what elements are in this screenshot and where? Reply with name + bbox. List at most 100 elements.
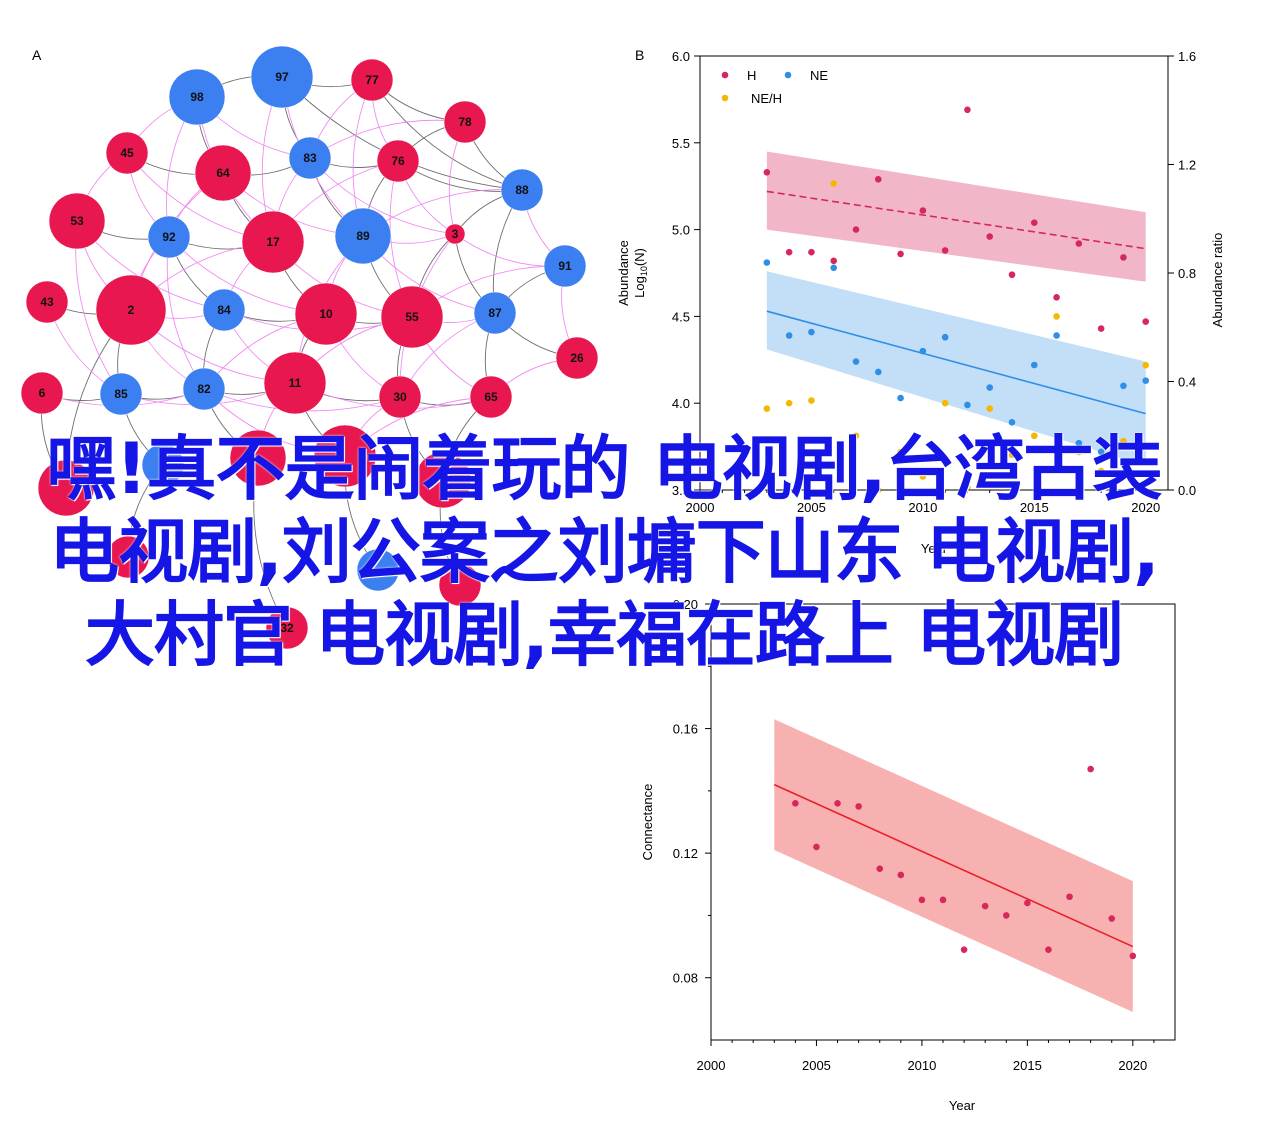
network-node: 10 <box>294 282 358 346</box>
abundance-points <box>763 106 1150 494</box>
x-tick-label: 2000 <box>697 1058 726 1073</box>
data-point-ne-h <box>964 483 971 491</box>
network-node: 98 <box>168 68 226 126</box>
abundance-confidence-bands <box>766 151 1146 466</box>
network-node: 3 <box>444 223 466 245</box>
network-node-label: 91 <box>558 259 572 273</box>
network-edge <box>371 79 523 191</box>
x-tick-label: 2015 <box>1013 1058 1042 1073</box>
legend-label: NE/H <box>751 91 782 106</box>
network-node-circle <box>543 244 587 288</box>
network-node: 32 <box>265 606 309 650</box>
y-tick-label: 0.16 <box>673 722 698 737</box>
data-point-ne-h <box>1097 467 1105 475</box>
trend-line-h <box>766 190 1146 250</box>
data-point-h <box>785 248 793 256</box>
network-node: 89 <box>334 207 392 265</box>
network-node: 92 <box>147 215 191 259</box>
connectance-point <box>1108 915 1116 922</box>
connectance-chart: 2000 2005 2010 2015 2020 0.08 0.12 0.16 0.20 Con… <box>640 597 1176 1113</box>
network-node-circle <box>229 429 287 487</box>
x-tick-label: 2005 <box>797 500 826 515</box>
y2-tick-label: 0.0 <box>1178 483 1196 498</box>
legend-label: NE <box>810 68 828 83</box>
x-tick-label: 2020 <box>1118 1058 1147 1073</box>
network-node: 85 <box>99 372 143 416</box>
y2-tick-label: 0.4 <box>1178 375 1196 390</box>
network-node-label: 53 <box>70 214 84 228</box>
network-node: 6 <box>20 371 64 415</box>
data-point-h <box>763 169 771 176</box>
network-panel: A 97 98 77 78 45 64 83 76 88 53 92 17 89 3 91 43 2 84 10 55… <box>20 45 599 650</box>
network-node-circle <box>294 282 358 346</box>
legend-marker <box>784 71 792 79</box>
data-point-h <box>1075 240 1083 247</box>
data-point-h <box>1097 325 1105 332</box>
y-tick-label: 0.12 <box>673 846 698 861</box>
y-tick-label: 5.0 <box>672 223 690 238</box>
network-node: 45 <box>105 131 149 175</box>
y-tick-label: 0.08 <box>673 971 698 986</box>
y2-tick-label: 1.2 <box>1178 158 1196 173</box>
network-node-circle <box>147 215 191 259</box>
network-node <box>313 424 377 488</box>
y2-tick-label: 1.6 <box>1178 49 1196 64</box>
network-node-circle <box>95 274 167 346</box>
data-point-ne-h <box>852 432 860 440</box>
data-point-ne <box>941 333 949 341</box>
legend-marker <box>721 71 729 79</box>
data-point-ne-h <box>1075 448 1083 456</box>
network-node <box>438 563 482 607</box>
network-node-label: 26 <box>570 351 584 365</box>
data-point-h <box>1030 219 1038 226</box>
data-point-ne <box>785 332 793 339</box>
data-point-h <box>874 175 882 183</box>
network-node-circle <box>500 168 544 212</box>
network-node-label: 84 <box>217 303 231 317</box>
connectance-point <box>792 800 799 807</box>
abundance-axis-ticks: 2000 2005 2010 2015 2020 3.5 4.0 4.5 5.0 5.5 6.0 0.… <box>672 49 1196 515</box>
network-node: 88 <box>500 168 544 212</box>
legend-marker <box>721 94 729 102</box>
network-node: 43 <box>25 280 69 324</box>
data-point-ne <box>1030 361 1038 369</box>
network-node-label: 43 <box>40 295 54 309</box>
network-node: 78 <box>443 100 487 144</box>
network-node: 84 <box>202 288 246 332</box>
network-edge <box>166 236 205 390</box>
connectance-point <box>1002 912 1010 919</box>
data-point-h <box>808 248 815 256</box>
data-point-ne-h <box>1120 437 1127 445</box>
network-node-circle <box>380 285 444 349</box>
abundance-ylabel-n: (N) <box>632 248 647 266</box>
panel-label-b: B <box>635 47 644 63</box>
x-tick-label: 2015 <box>1020 500 1049 515</box>
network-node-label: 78 <box>458 115 472 129</box>
network-node <box>356 548 400 592</box>
data-point-h <box>941 247 949 254</box>
network-node: 30 <box>378 375 422 419</box>
network-node-label: 97 <box>275 70 289 84</box>
network-nodes: 97 98 77 78 45 64 83 76 88 53 92 17 89 3 91 43 2 84 10 55 87… <box>20 45 599 650</box>
network-node <box>106 535 150 579</box>
network-node-circle <box>469 375 513 419</box>
abundance-y2label: Abundance ratio <box>1210 233 1225 328</box>
data-point-h <box>1008 271 1016 279</box>
network-node: 87 <box>473 291 517 335</box>
connectance-point <box>960 946 968 953</box>
network-node-circle <box>141 443 185 487</box>
data-point-ne-h <box>1030 432 1038 440</box>
network-node-circle <box>168 68 226 126</box>
data-point-h <box>852 226 860 233</box>
data-point-ne <box>852 358 860 365</box>
connectance-point <box>1087 765 1094 773</box>
network-node-label: 98 <box>190 90 204 104</box>
data-point-ne-h <box>897 448 904 456</box>
network-node-label: 45 <box>120 146 134 160</box>
connectance-point <box>981 902 989 910</box>
network-node-circle <box>105 131 149 175</box>
network-node-circle <box>20 371 64 415</box>
data-point-ne <box>1097 448 1105 456</box>
headline-overlay: 嘿!真不是闹着玩的 电视剧,台湾古装电视剧,刘公案之刘墉下山东 电视剧,大村官 … <box>46 428 1163 676</box>
x-tick-label: 2010 <box>908 500 937 515</box>
